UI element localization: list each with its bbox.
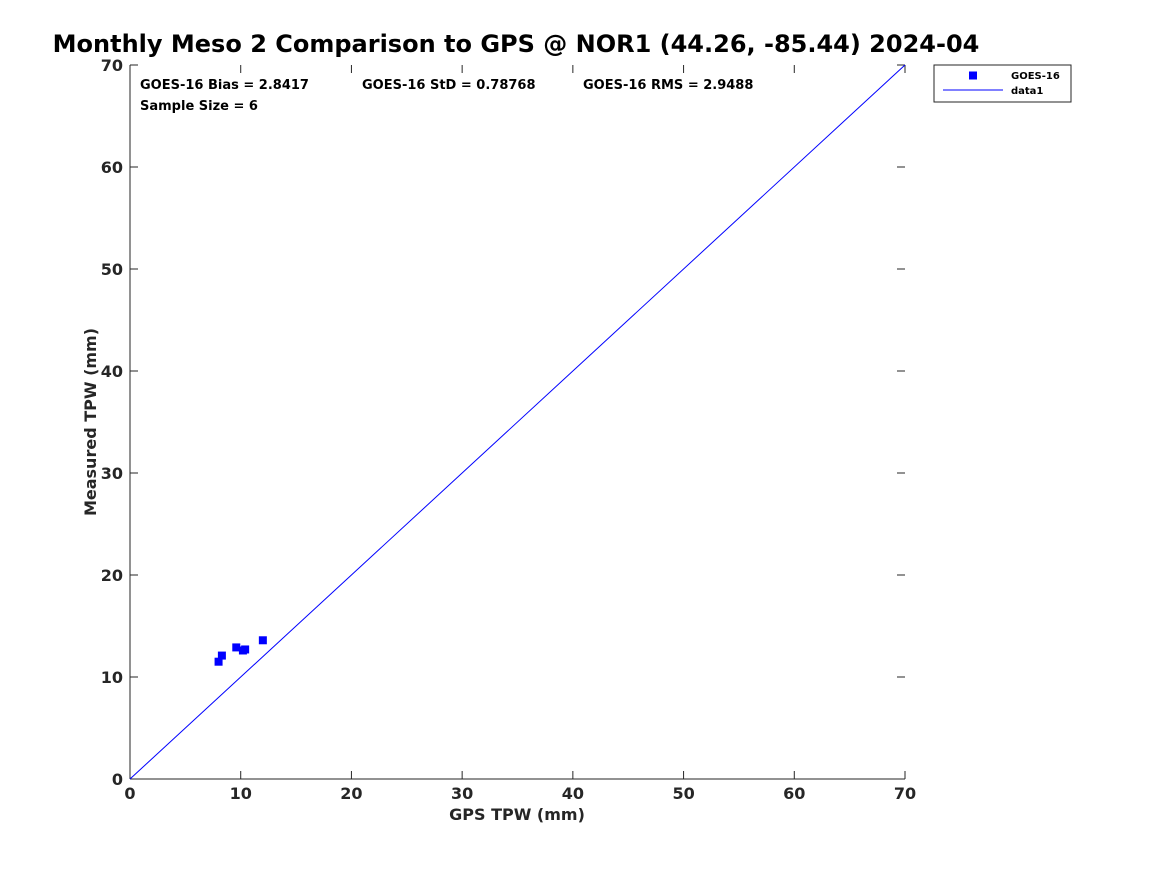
x-tick-label: 10 bbox=[230, 784, 252, 803]
x-tick-label: 20 bbox=[340, 784, 362, 803]
x-tick-label: 0 bbox=[124, 784, 135, 803]
data-point bbox=[217, 651, 226, 660]
x-tick-label: 60 bbox=[783, 784, 805, 803]
y-tick-label: 30 bbox=[101, 464, 123, 483]
x-tick-label: 40 bbox=[562, 784, 584, 803]
x-axis-label: GPS TPW (mm) bbox=[449, 805, 585, 824]
annotation-bias: GOES-16 Bias = 2.8417 bbox=[140, 78, 309, 93]
annotation-rms: GOES-16 RMS = 2.9488 bbox=[583, 78, 753, 93]
x-tick-label: 30 bbox=[451, 784, 473, 803]
legend-box bbox=[933, 64, 1072, 103]
y-tick-label: 40 bbox=[101, 362, 123, 381]
series-line-data1 bbox=[129, 64, 906, 780]
y-tick-label: 60 bbox=[101, 158, 123, 177]
series-lines bbox=[129, 64, 906, 780]
plot-area: 0 10 20 30 40 50 60 70 0 10 20 30 40 50 60 70 bbox=[101, 56, 916, 803]
data-point bbox=[241, 645, 250, 654]
y-axis-ticks: 0 10 20 30 40 50 60 70 bbox=[101, 56, 905, 789]
legend-marker-goes16 bbox=[969, 71, 977, 80]
legend-label-data1: data1 bbox=[1011, 86, 1043, 97]
y-tick-label: 50 bbox=[101, 260, 123, 279]
y-tick-label: 10 bbox=[101, 668, 123, 687]
y-tick-label: 20 bbox=[101, 566, 123, 585]
data-point bbox=[214, 657, 223, 666]
y-tick-label: 0 bbox=[112, 770, 123, 789]
x-tick-label: 70 bbox=[894, 784, 916, 803]
legend: GOES-16 data1 bbox=[933, 64, 1072, 103]
annotation-std: GOES-16 StD = 0.78768 bbox=[362, 78, 536, 93]
y-tick-label: 70 bbox=[101, 56, 123, 75]
data-point bbox=[232, 643, 241, 652]
series-points bbox=[214, 636, 267, 666]
legend-label-goes16: GOES-16 bbox=[1011, 71, 1060, 82]
x-axis-ticks: 0 10 20 30 40 50 60 70 bbox=[124, 65, 916, 803]
y-axis-label: Measured TPW (mm) bbox=[81, 328, 100, 516]
annotation-sample-size: Sample Size = 6 bbox=[140, 99, 258, 114]
x-tick-label: 50 bbox=[672, 784, 694, 803]
chart-title: Monthly Meso 2 Comparison to GPS @ NOR1 … bbox=[53, 30, 980, 58]
data-point bbox=[258, 636, 267, 645]
